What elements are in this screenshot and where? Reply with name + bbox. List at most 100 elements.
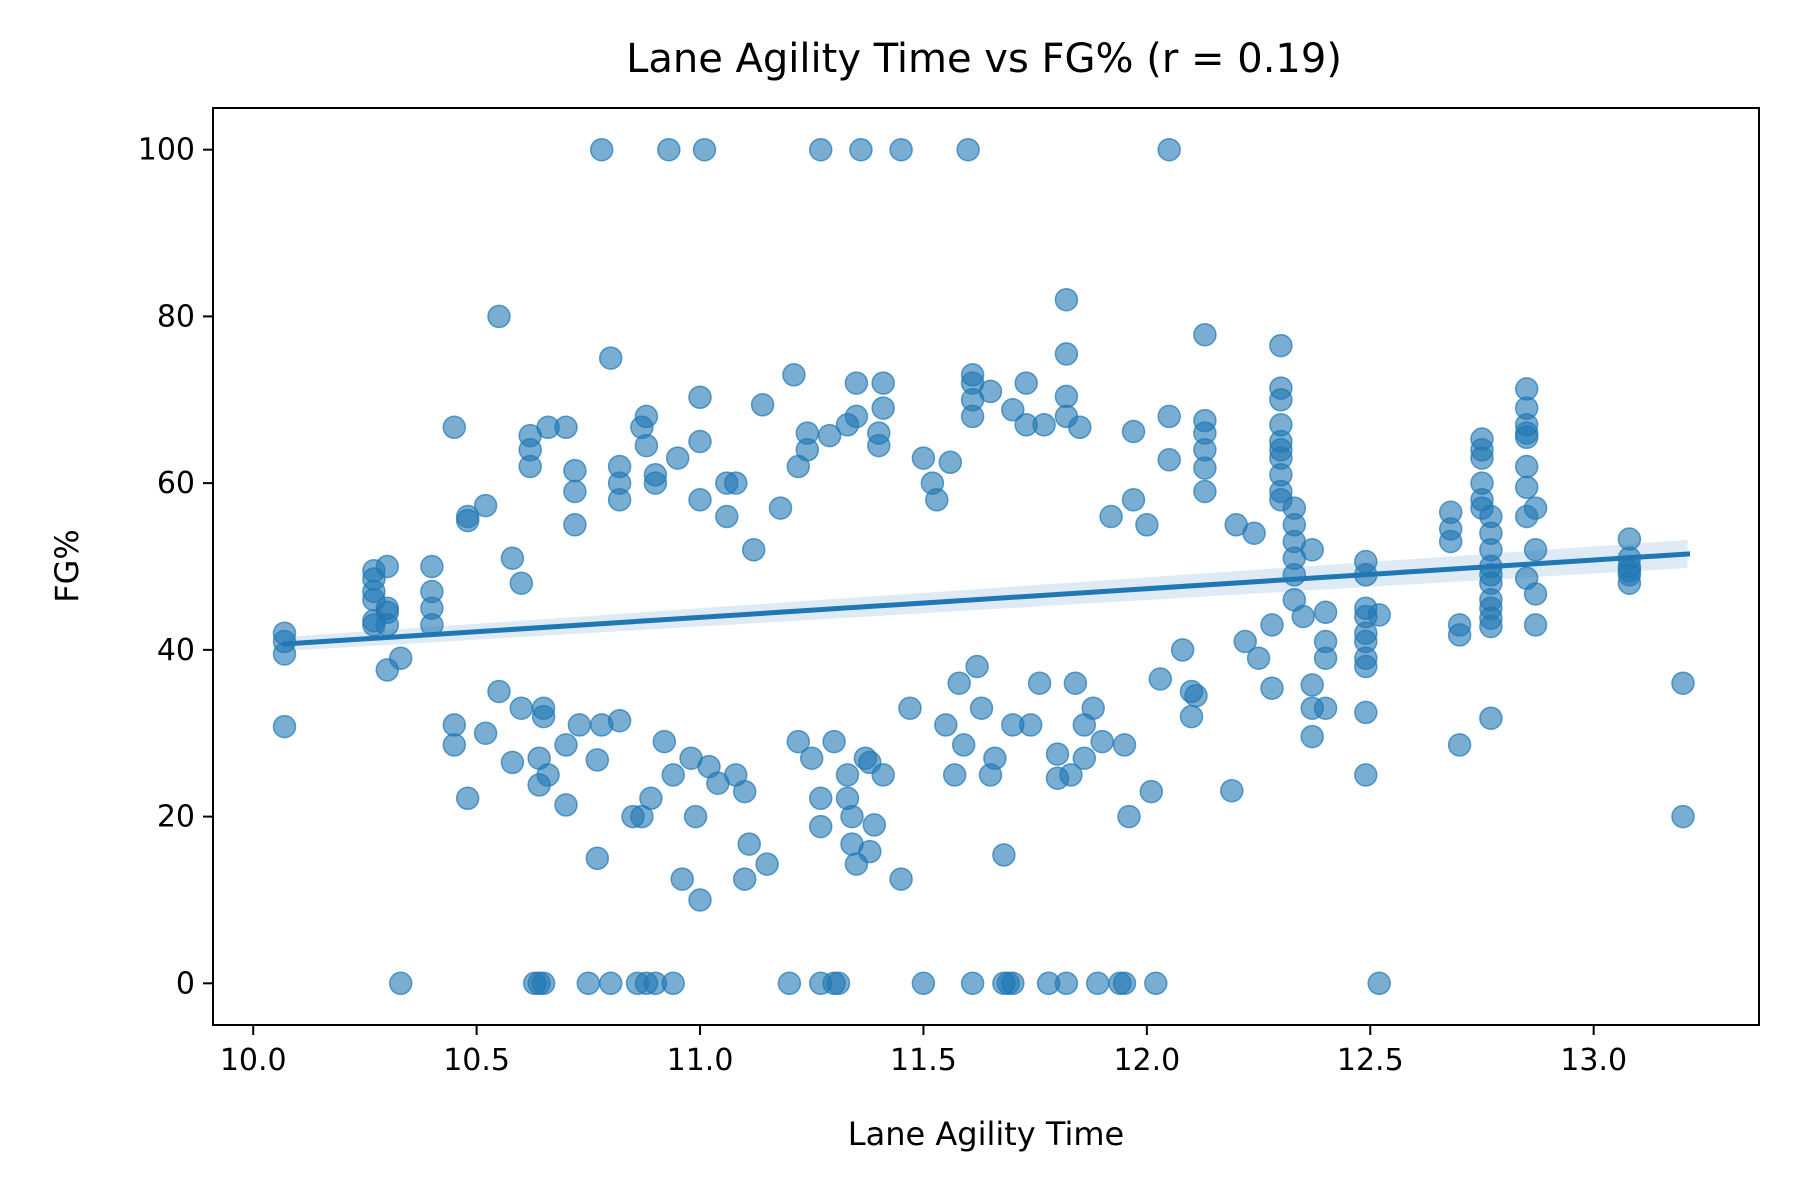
data-point bbox=[563, 479, 587, 504]
data-point bbox=[1157, 137, 1181, 162]
data-point bbox=[554, 793, 578, 817]
data-point bbox=[487, 679, 511, 704]
data-point bbox=[826, 971, 851, 996]
data-point bbox=[867, 433, 891, 458]
data-point bbox=[1617, 571, 1642, 595]
data-point bbox=[1054, 971, 1079, 996]
data-point bbox=[1291, 604, 1315, 629]
data-point bbox=[375, 554, 400, 579]
data-point bbox=[786, 729, 811, 754]
data-point bbox=[1313, 600, 1338, 625]
data-point bbox=[965, 654, 989, 679]
data-point bbox=[1157, 404, 1181, 429]
data-point bbox=[585, 846, 610, 871]
data-point bbox=[1313, 646, 1338, 670]
x-axis-label: Lane Agility Time bbox=[848, 1115, 1124, 1153]
data-point bbox=[799, 746, 824, 770]
data-point bbox=[983, 746, 1007, 770]
data-point bbox=[1027, 671, 1052, 695]
data-point bbox=[563, 513, 587, 537]
data-point bbox=[442, 415, 467, 440]
data-point bbox=[455, 508, 480, 533]
data-point bbox=[585, 748, 610, 772]
data-point bbox=[782, 363, 806, 387]
data-point bbox=[442, 733, 467, 757]
data-point bbox=[607, 488, 632, 512]
data-point bbox=[1300, 538, 1324, 562]
data-point bbox=[1081, 696, 1105, 720]
data-point bbox=[741, 538, 766, 562]
data-point bbox=[934, 713, 958, 737]
data-point bbox=[639, 786, 663, 811]
data-point bbox=[1447, 623, 1472, 647]
x-tick-label: 10.0 bbox=[220, 1043, 287, 1078]
data-point bbox=[956, 137, 980, 162]
data-point bbox=[670, 867, 694, 891]
data-point bbox=[1001, 398, 1025, 422]
data-point bbox=[643, 471, 668, 495]
data-point bbox=[1018, 713, 1043, 737]
data-point bbox=[1523, 613, 1548, 637]
data-points bbox=[272, 137, 1695, 996]
regression-layer bbox=[281, 539, 1691, 652]
y-tick-label: 40 bbox=[157, 633, 195, 668]
data-point bbox=[992, 843, 1016, 867]
data-point bbox=[1157, 448, 1181, 472]
data-point bbox=[1135, 513, 1159, 537]
data-point bbox=[1054, 342, 1079, 366]
data-point bbox=[951, 733, 976, 757]
y-tick-label: 80 bbox=[157, 299, 195, 334]
y-tick-label: 100 bbox=[138, 133, 195, 168]
data-point bbox=[576, 971, 601, 996]
x-tick-label: 13.0 bbox=[1560, 1043, 1627, 1078]
data-point bbox=[1193, 322, 1217, 347]
data-point bbox=[1117, 804, 1141, 829]
data-point bbox=[1300, 724, 1324, 749]
x-axis: 10.0 10.5 11.0 11.5 12.0 12.5 13.0 bbox=[220, 1025, 1627, 1078]
data-point bbox=[1523, 582, 1548, 606]
data-point bbox=[844, 404, 869, 429]
data-point bbox=[947, 671, 971, 695]
data-point bbox=[808, 786, 833, 811]
data-point bbox=[683, 804, 708, 829]
data-point bbox=[598, 346, 623, 370]
data-point bbox=[1514, 475, 1539, 500]
data-point bbox=[1045, 742, 1070, 766]
data-point bbox=[1470, 446, 1494, 470]
data-point bbox=[889, 867, 913, 891]
regression-line bbox=[281, 551, 1691, 647]
data-point bbox=[473, 493, 498, 518]
data-point bbox=[1438, 529, 1463, 554]
data-point bbox=[1054, 384, 1079, 409]
data-point bbox=[911, 971, 936, 996]
data-point bbox=[1001, 971, 1025, 996]
y-tick-label: 60 bbox=[157, 466, 195, 501]
data-point bbox=[849, 137, 873, 162]
data-point bbox=[1269, 333, 1293, 358]
data-point bbox=[388, 971, 413, 996]
data-point bbox=[1179, 704, 1204, 729]
data-point bbox=[1144, 971, 1168, 996]
data-point bbox=[1014, 371, 1038, 395]
x-tick-label: 11.0 bbox=[667, 1043, 734, 1078]
data-point bbox=[822, 729, 846, 754]
data-point bbox=[1523, 538, 1548, 562]
data-point bbox=[1121, 419, 1146, 444]
data-point bbox=[607, 708, 632, 733]
data-point bbox=[661, 763, 685, 787]
data-point bbox=[1313, 696, 1338, 720]
data-point bbox=[518, 454, 542, 479]
x-tick-label: 12.0 bbox=[1113, 1043, 1180, 1078]
data-point bbox=[817, 423, 842, 448]
data-point bbox=[634, 433, 659, 458]
data-point bbox=[840, 804, 864, 829]
data-point bbox=[1671, 804, 1695, 829]
data-point bbox=[862, 813, 887, 837]
data-point bbox=[1514, 425, 1539, 450]
data-point bbox=[1090, 729, 1114, 754]
data-point bbox=[1367, 603, 1391, 627]
data-point bbox=[750, 393, 775, 417]
data-point bbox=[978, 379, 1003, 404]
data-point bbox=[665, 446, 690, 470]
